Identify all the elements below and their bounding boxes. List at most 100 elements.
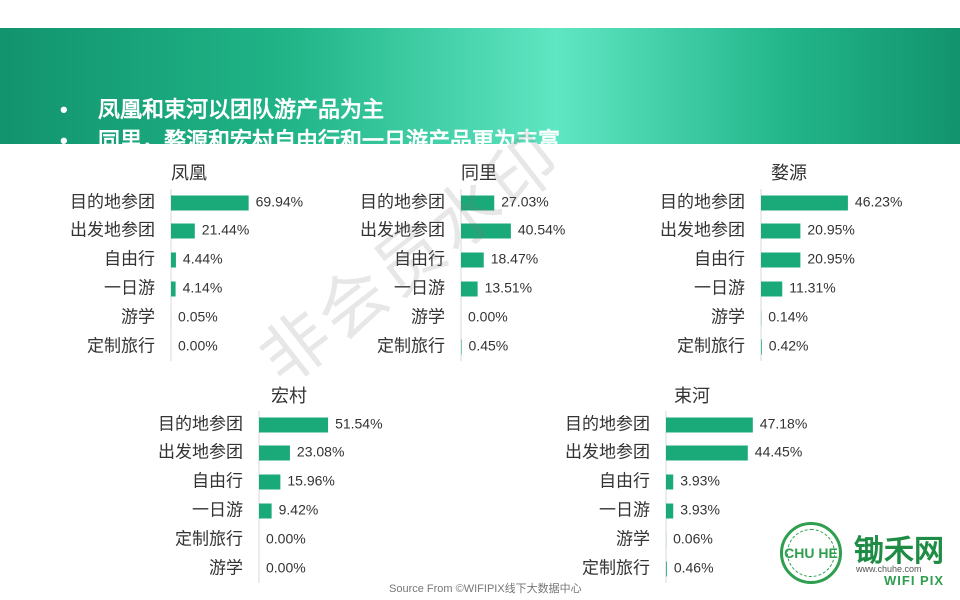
value-label: 11.31% <box>789 280 835 296</box>
bar <box>761 281 783 297</box>
category-label: 定制旅行 <box>175 529 243 548</box>
bar <box>666 445 748 461</box>
value-label: 23.08% <box>297 444 344 460</box>
value-label: 0.00% <box>178 338 218 354</box>
value-label: 9.42% <box>279 502 319 518</box>
logo-url: www.chuhe.com <box>856 564 922 574</box>
category-label: 自由行 <box>394 249 445 268</box>
value-label: 0.42% <box>769 338 809 354</box>
category-label: 出发地参团 <box>660 220 745 239</box>
category-label: 游学 <box>411 307 445 326</box>
bar <box>666 474 674 490</box>
value-label: 46.23% <box>855 194 902 210</box>
value-label: 0.45% <box>469 338 509 354</box>
value-label: 69.94% <box>256 194 303 210</box>
category-label: 目的地参团 <box>70 192 155 211</box>
bullet-marker: • <box>60 97 68 122</box>
chart-title: 束河 <box>674 386 710 406</box>
bar <box>259 503 272 519</box>
category-label: 一日游 <box>192 500 243 519</box>
bullet-text: 凤凰和束河以团队游产品为主 <box>98 97 385 122</box>
category-label: 定制旅行 <box>677 336 745 355</box>
value-label: 0.00% <box>266 531 306 547</box>
category-label: 定制旅行 <box>87 336 155 355</box>
value-label: 3.93% <box>680 502 720 518</box>
chart-title: 宏村 <box>271 386 307 406</box>
bar <box>761 252 801 268</box>
value-label: 44.45% <box>755 444 802 460</box>
category-label: 自由行 <box>104 249 155 268</box>
category-label: 出发地参团 <box>70 220 155 239</box>
value-label: 51.54% <box>335 416 382 432</box>
bullet-marker: • <box>60 128 68 153</box>
category-label: 自由行 <box>599 471 650 490</box>
bar <box>171 281 176 297</box>
category-label: 一日游 <box>599 500 650 519</box>
category-label: 游学 <box>209 558 243 577</box>
category-label: 目的地参团 <box>565 414 650 433</box>
value-label: 40.54% <box>518 222 565 238</box>
category-label: 一日游 <box>694 278 745 297</box>
bar <box>171 195 249 211</box>
value-label: 13.51% <box>485 280 532 296</box>
bar <box>259 474 281 490</box>
bar <box>461 223 511 239</box>
category-label: 自由行 <box>192 471 243 490</box>
value-label: 0.05% <box>178 309 218 325</box>
bar <box>259 445 290 461</box>
category-label: 出发地参团 <box>565 442 650 461</box>
value-label: 18.47% <box>491 251 538 267</box>
category-label: 自由行 <box>694 249 745 268</box>
value-label: 20.95% <box>807 251 854 267</box>
value-label: 4.44% <box>183 251 223 267</box>
value-label: 0.00% <box>468 309 508 325</box>
category-label: 目的地参团 <box>360 192 445 211</box>
chart-title: 同里 <box>461 163 497 183</box>
source-note: Source From ©WIFIPIX线下大数据中心 <box>389 583 582 595</box>
value-label: 0.46% <box>674 560 714 576</box>
summary-bullets: • 凤凰和束河以团队游产品为主 • 同里，婺源和宏村自由行和一日游产品更为丰富 <box>60 94 560 156</box>
logo-brand: WIFI PIX <box>884 573 944 588</box>
bar <box>461 195 495 211</box>
category-label: 出发地参团 <box>360 220 445 239</box>
bar <box>461 252 484 268</box>
category-label: 一日游 <box>394 278 445 297</box>
value-label: 3.93% <box>680 473 720 489</box>
category-label: 目的地参团 <box>660 192 745 211</box>
logo-monogram: CHU HE <box>784 545 838 561</box>
bar <box>761 223 801 239</box>
bar <box>171 252 176 268</box>
category-label: 游学 <box>616 529 650 548</box>
category-label: 游学 <box>121 307 155 326</box>
bar <box>461 281 478 297</box>
value-label: 27.03% <box>501 194 548 210</box>
category-label: 游学 <box>711 307 745 326</box>
bullet-text: 同里，婺源和宏村自由行和一日游产品更为丰富 <box>98 128 561 153</box>
bar <box>171 223 195 239</box>
category-label: 目的地参团 <box>158 414 243 433</box>
chart-title: 凤凰 <box>171 163 207 183</box>
header-banner: • 凤凰和束河以团队游产品为主 • 同里，婺源和宏村自由行和一日游产品更为丰富 <box>0 28 960 153</box>
summary-bullet-1: • 凤凰和束河以团队游产品为主 <box>60 94 560 125</box>
bar <box>666 561 667 577</box>
category-label: 一日游 <box>104 278 155 297</box>
bar <box>666 503 674 519</box>
value-label: 4.14% <box>183 280 223 296</box>
category-label: 定制旅行 <box>582 558 650 577</box>
category-label: 出发地参团 <box>158 442 243 461</box>
value-label: 0.14% <box>768 309 808 325</box>
value-label: 0.00% <box>266 560 306 576</box>
brand-logo: CHU HE 锄禾网 www.chuhe.com WIFI PIX <box>780 522 956 588</box>
bar <box>761 339 762 355</box>
bar <box>666 417 753 433</box>
logo-badge-icon: CHU HE <box>780 522 842 584</box>
summary-bullet-2: • 同里，婺源和宏村自由行和一日游产品更为丰富 <box>60 125 560 156</box>
bar <box>761 195 848 211</box>
chart-title: 婺源 <box>771 163 807 183</box>
